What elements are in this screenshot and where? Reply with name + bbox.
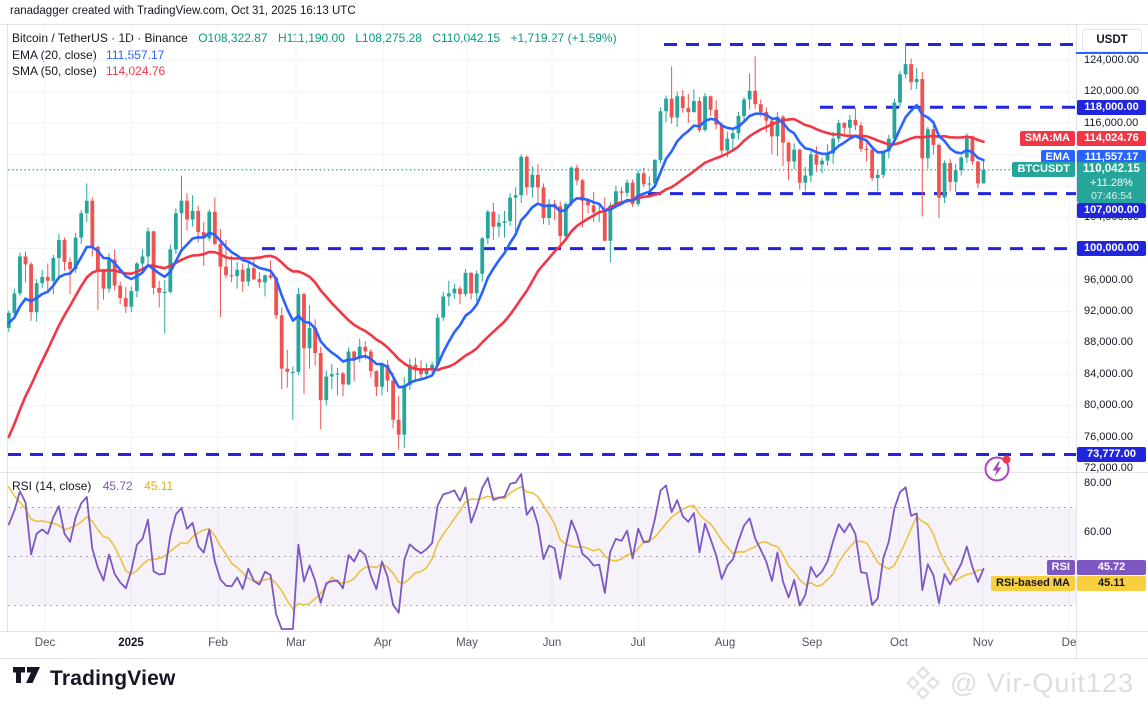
symbol-legend[interactable]: Bitcoin / TetherUS · 1D · Binance O108,3… [12,31,624,45]
time-axis-label: De [1061,637,1077,649]
rsi-legend-label: RSI (14, close) [12,479,92,493]
time-axis[interactable]: Dec 2025 Feb Mar Apr May Jun Jul Aug Sep Oct Nov De [0,631,1148,658]
watermark-handle: @ Vir-Quit123 [950,667,1134,698]
rsi-axis-value: 45.72 [1077,559,1146,575]
tradingview-logo-text: TradingView [50,667,176,690]
rsi-ma-legend-value: 45.11 [144,479,174,493]
price-tick-label: 80,000.00 [1084,399,1133,412]
ema-legend-value: 111,557.17 [106,48,165,62]
sma-legend-value: 114,024.76 [106,64,166,78]
chart-left-border [7,25,8,631]
price-level-lines [8,43,1076,456]
currency-toggle-button[interactable]: USDT [1082,29,1142,52]
rsi-ma-axis-value: 45.11 [1077,576,1146,591]
sma-50-line [7,117,985,439]
price-level-badge: 100,000.00 [1077,241,1146,257]
time-axis-label: Jul [630,637,646,649]
price-tick-label: 124,000.00 [1084,53,1140,66]
tradingview-logo-icon [13,667,40,683]
time-axis-label: Feb [208,637,228,649]
price-tick-label: 76,000.00 [1084,430,1133,443]
ema-20-line [7,103,985,389]
ohlc-open: O108,322.87 [198,31,268,45]
price-tick-label: 116,000.00 [1084,116,1139,129]
ema-legend[interactable]: EMA (20, close) 111,557.17 [12,48,164,62]
time-axis-label: Oct [890,637,908,649]
author-watermark: @ Vir-Quit123 [906,666,1134,700]
time-axis-label: Sep [801,637,823,649]
rsi-legend[interactable]: RSI (14, close) 45.72 45.11 [12,479,173,493]
sma-legend-label: SMA (50, close) [12,64,97,78]
sma-axis-value: 114,024.76 [1077,131,1146,146]
time-axis-label: Nov [972,637,994,649]
price-level-badge: 107,000.00 [1077,203,1146,218]
price-tick-label: 96,000.00 [1084,273,1133,286]
sma-axis-tag: SMA:MA [1019,131,1075,146]
ema-axis-tag: EMA [1040,150,1075,166]
ohlc-change: +1,719.27 (+1.59%) [510,31,617,45]
time-axis-label: Apr [374,637,392,649]
grid-lines [8,25,1076,631]
time-axis-label: Mar [286,637,306,649]
price-level-badge: 118,000.00 [1077,99,1146,115]
symbol-title[interactable]: Bitcoin / TetherUS · 1D · Binance [12,31,188,45]
time-axis-border [0,631,1148,632]
price-tick-label: 84,000.00 [1084,367,1133,380]
price-tick-label: 80.00 [1084,476,1112,489]
rsi-axis-tag: RSI [1046,559,1075,575]
last-price-value: 110,042.15 [1083,163,1140,176]
ema-axis-value: 111,557.17 [1077,150,1146,166]
last-price-axis-block: 110,042.15 +11.28% 07:46:54 [1077,162,1146,204]
attribution-text: ranadagger created with TradingView.com,… [10,5,356,17]
time-axis-label: Aug [714,637,736,649]
price-level-badge: 73,777.00 [1077,446,1146,462]
flash-alert-icon[interactable] [982,453,1014,483]
rsi-legend-value: 45.72 [102,479,133,493]
ohlc-high: H111,190.00 [277,31,345,45]
rsi-ma-line [8,485,985,610]
time-axis-label: Dec [34,637,56,649]
price-tick-label: 88,000.00 [1084,336,1133,349]
time-axis-label: 2025 [118,637,144,649]
chart-top-border [0,24,1148,25]
price-tick-label: 60.00 [1084,525,1112,538]
ema-legend-label: EMA (20, close) [12,48,97,62]
ohlc-low: L108,275.28 [355,31,422,45]
bar-countdown: 07:46:54 [1091,190,1132,203]
sma-legend[interactable]: SMA (50, close) 114,024.76 [12,64,165,78]
pane-separator[interactable] [0,472,1148,473]
rsi-line [7,473,985,630]
price-tick-label: 120,000.00 [1084,85,1140,98]
binance-diamond-icon [906,666,941,700]
time-axis-label: May [456,637,478,649]
time-axis-label: Jun [542,637,562,649]
candlestick-series [6,42,986,450]
rsi-ma-axis-tag: RSI-based MA [991,576,1075,591]
price-tick-label: 72,000.00 [1084,461,1133,474]
tradingview-logo[interactable]: TradingView [12,666,176,692]
last-price-change: +11.28% [1090,177,1133,190]
price-scale-highlight [1076,52,1148,54]
price-tick-label: 92,000.00 [1084,304,1133,317]
price-axis-border [1076,25,1077,658]
symbol-axis-tag: BTCUSDT [1012,162,1075,178]
footer-border [0,658,1148,659]
ohlc-close: C110,042.15 [432,31,501,45]
rsi-band [8,507,1076,606]
